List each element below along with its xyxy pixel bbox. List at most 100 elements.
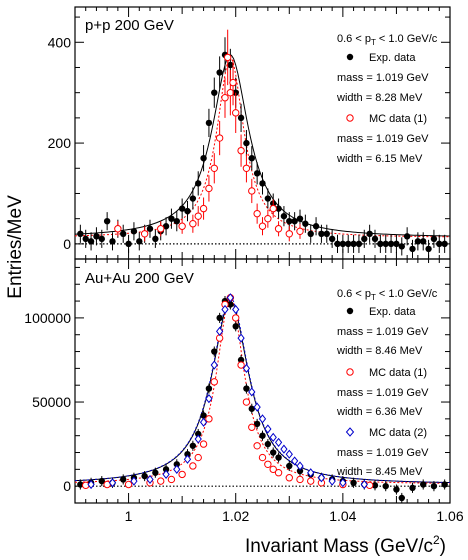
data-point [286,462,293,470]
data-point [93,233,100,240]
data-point [328,476,336,486]
data-point [398,494,405,502]
data-point [264,195,272,202]
data-point [253,402,261,412]
data-point [211,89,218,96]
data-point [264,440,272,448]
data-point [232,109,240,117]
legend-exp-width: width = 8.28 MeV [336,92,423,104]
data-point [226,293,234,303]
legend-exp-mass: mass = 1.019 GeV [337,72,429,84]
data-point [210,164,218,172]
data-point [371,235,379,243]
data-point [275,454,282,461]
data-point [109,238,116,245]
data-point [243,139,250,147]
data-point [194,434,202,444]
data-point [183,454,192,464]
data-point [420,238,427,245]
data-point [355,240,363,248]
y-tick-label: 0 [63,478,71,494]
data-point [189,220,197,228]
data-point [125,240,132,248]
data-point [173,218,180,225]
data-point [103,218,111,225]
data-point [130,476,138,486]
data-point [339,240,347,248]
data-point [162,469,170,479]
data-point [77,481,84,488]
data-point [141,472,148,480]
data-point [221,304,229,315]
data-point [296,227,304,235]
top-panel-pt-range: 0.6 < pT < 1.0 GeV/c [337,33,438,47]
legend-label-exp: Exp. data [369,52,416,64]
data-point [227,61,234,69]
data-point [98,477,105,485]
legend-label-exp: Exp. data [369,306,416,318]
data-point [360,479,368,490]
data-point [269,465,277,474]
data-point [296,475,304,484]
data-point [280,444,288,454]
data-point [189,462,197,470]
data-point [334,240,341,248]
data-point [274,437,283,448]
data-point [258,453,267,462]
bottom-panel-system-label: Au+Au 200 GeV [85,270,194,287]
data-point [328,235,336,243]
legend-mc1-mass: mass = 1.019 GeV [337,133,429,145]
data-point [264,424,272,434]
data-point [307,468,315,478]
data-point [98,235,105,243]
data-point [248,405,255,412]
data-point [178,205,186,212]
data-point [398,243,405,250]
data-point [286,218,293,225]
data-point [152,469,159,476]
data-point [223,53,232,62]
legend-mc1-width: width = 6.15 MeV [336,153,423,165]
data-point [237,356,245,364]
data-point [318,230,325,237]
data-point [232,323,239,330]
data-point [162,466,170,473]
data-point [168,215,175,222]
data-point [210,360,218,370]
data-point [307,230,314,237]
y-tick-label: 50000 [32,394,71,410]
data-point [215,134,224,142]
legend-exp-width: width = 8.46 MeV [336,345,423,357]
data-point [216,326,224,336]
data-point [184,207,191,215]
fit-curve [74,57,451,238]
data-point [280,212,288,220]
data-point [216,69,223,76]
data-point [140,230,149,238]
data-point [377,240,384,248]
data-point [409,245,416,253]
x-tick-label: 1.04 [329,508,356,524]
data-point [253,209,261,218]
data-point [253,442,261,450]
data-point [409,484,416,492]
data-point [237,146,245,155]
data-point [237,114,245,122]
data-point [136,238,143,245]
data-point [387,240,395,248]
data-point [270,449,277,456]
data-point [184,451,191,458]
data-point [114,225,122,233]
data-point [200,412,207,419]
data-point [189,442,197,449]
data-point [274,469,283,477]
data-point [227,301,234,308]
data-point [205,119,213,127]
data-point [414,238,422,245]
data-point [365,481,374,490]
data-point [302,220,309,227]
data-point [194,453,202,462]
data-point [441,240,448,248]
data-point [199,417,208,427]
y-tick-label: 100000 [24,310,71,326]
